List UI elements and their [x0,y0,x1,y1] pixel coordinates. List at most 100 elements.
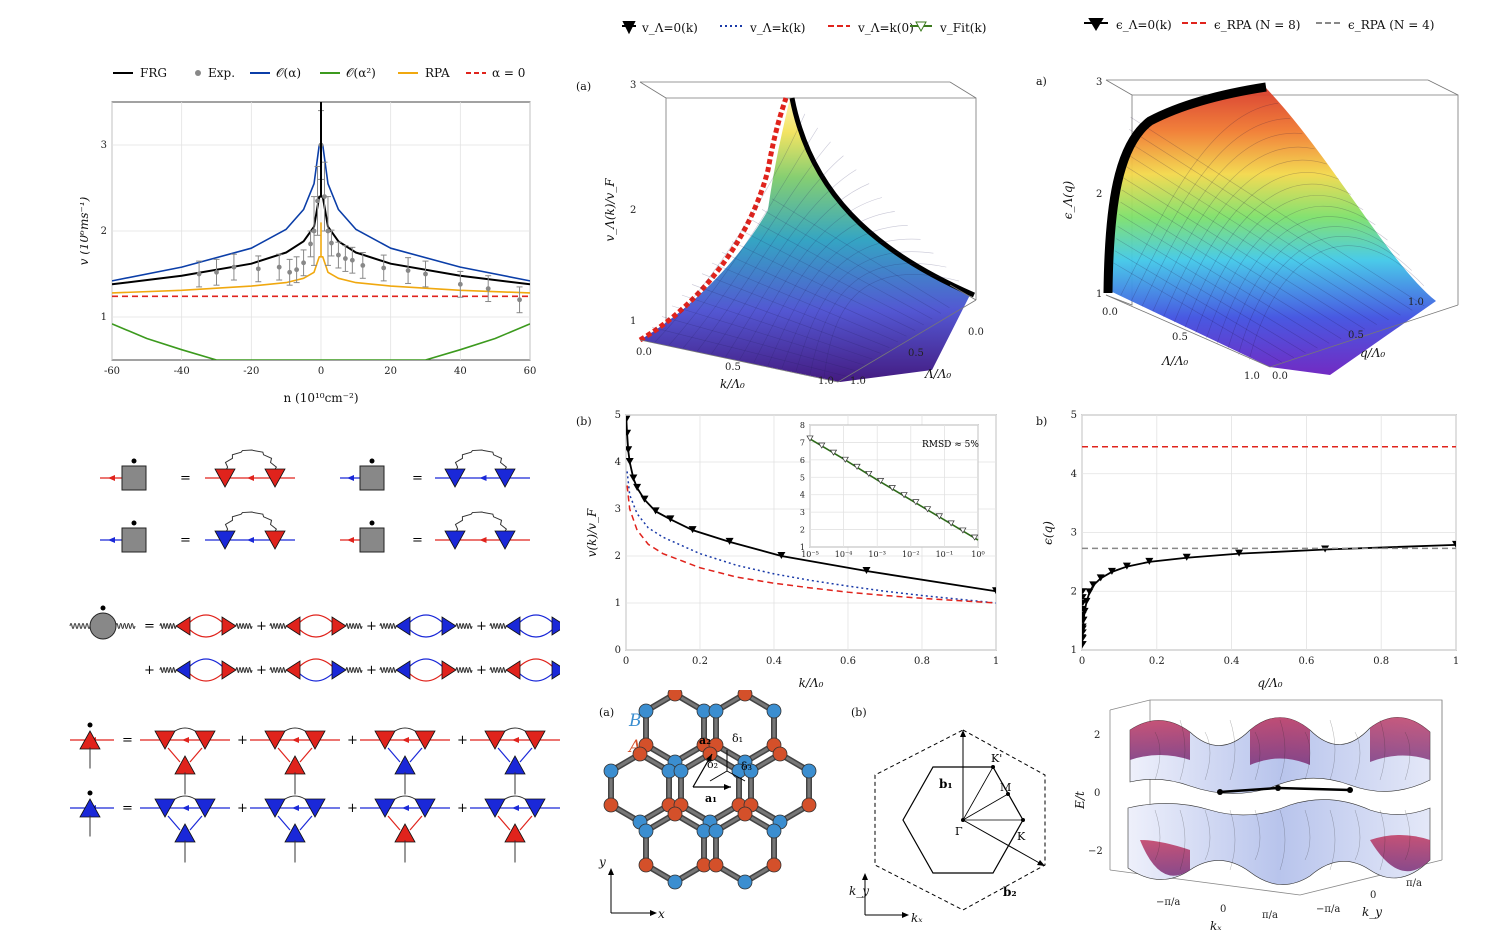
atom-a [603,797,619,813]
atom-a [737,806,753,822]
fermion-line [299,747,313,763]
frg-marker [640,495,649,503]
frg-marker [651,507,660,515]
equals-sign: = [122,733,133,748]
y-tick-label: 4 [800,491,805,500]
epsilon-surface-panel: ϵ_Λ=0(k) ϵ_RPA (N = 8) ϵ_RPA (N = 4) a) … [1030,5,1500,395]
y-tick-label: 3 [800,508,805,517]
x-tick-label: 10⁰ [971,550,984,559]
photon-line [69,623,91,629]
atom-b [766,703,782,719]
fermion-arrow [182,805,189,811]
rpa-edge-curve [638,97,789,343]
photon-line [455,667,473,673]
exp-point [423,271,428,277]
inset-grid [809,424,979,548]
y-tick-label: 2 [800,526,805,535]
exp-point [485,286,491,292]
mesh-line [1114,250,1294,358]
fermion-line [497,747,511,763]
axis-x-label: x [658,907,665,921]
y-tick-label: 6 [800,456,805,465]
ky-tick-pi: π/a [1406,878,1422,889]
x-tick-label: 0.4 [1224,656,1240,667]
vertex-triangle [214,530,236,550]
x-axis-label: k/Λ₀ [799,676,824,690]
fermion-arrow [402,737,409,743]
fermion-arrow [479,537,487,543]
x-tick-label: 60 [524,366,537,377]
loop-upper [515,658,557,671]
legend-eps-frg: ϵ_Λ=0(k) [1116,18,1172,32]
mesh-line [731,241,916,331]
surface-fill [1108,88,1436,375]
y-tick-1: 1.0 [850,376,866,387]
vertex-triangle [414,730,436,750]
x-axis-label: Λ/Λ₀ [1161,354,1188,368]
y-axis-label: ϵ(q) [1041,521,1055,545]
y-tick-label: 0 [615,645,621,656]
kx-tick-pi: π/a [1262,910,1278,921]
x-tick-0: 0.0 [1102,307,1118,318]
vector-d1-label: δ₁ [732,732,743,745]
photon-line [489,667,507,673]
legend-vlambda0: v_Λ=0(k) [641,21,698,35]
mesh-line [1229,719,1236,781]
fermion-line [387,815,401,831]
y-tick-label: 8 [800,421,805,430]
vertex-triangle [505,616,521,636]
fermion-arrow [347,537,354,543]
z-tick-3: 3 [630,80,636,91]
loop-upper [405,614,447,627]
inset-axes: 10⁻⁵ 10⁻⁴ 10⁻³ 10⁻² 10⁻¹ 10⁰ 1 2 3 4 5 6 7 8 [800,421,985,559]
mesh-line [696,155,844,353]
x-tick-label: 0 [1079,656,1085,667]
fermion-line [299,815,313,831]
photon-arc [454,511,508,535]
exp-point [360,263,366,268]
mesh-line [701,273,890,348]
fit-marker [900,492,908,499]
eps-marker [1082,617,1087,624]
vertex-triangle [284,823,306,843]
loop-upper [295,658,337,671]
plus-sign: + [347,733,358,748]
exp-point [381,265,387,271]
photon-arc [224,449,278,473]
vertex-triangle [444,530,466,550]
fermion-arrow [512,737,519,743]
fit-marker [971,534,979,541]
brillouin-svg: (b) b₁ b₂ K' M K Γ kₓ k_y [849,706,1046,925]
fermion-line [519,815,533,831]
fermion-arrow [247,475,254,481]
vertex-triangle [264,730,286,750]
z-tick-1: 1 [1096,289,1102,300]
x-tick-label: 1 [993,656,999,667]
vertex-triangle [441,616,457,636]
derivative-dot [369,520,375,526]
photon-line [159,667,177,673]
x-axis-label: k/Λ₀ [720,377,745,391]
velocity-surface-svg: v_Λ=0(k) v_Λ=k(k) v_Λ=k(0) v_Fit(k) (a) … [576,21,986,391]
eps-marker [1082,588,1087,595]
eps-marker [1082,597,1091,605]
y-axis-label: Λ/Λ₀ [924,367,951,381]
z-axis-label: E/t [1073,791,1087,810]
series-group [626,415,996,604]
vertex-triangle [484,798,506,818]
ky-tick-0: 0 [1370,890,1376,901]
vertex-triangle [504,823,526,843]
exp-point [405,268,411,273]
atom-a [766,857,782,873]
fit-marker [935,513,943,520]
mesh-line [1130,116,1425,306]
atom-a [772,746,788,762]
x-tick-label: 10⁻¹ [936,550,954,559]
mesh-line [1379,719,1386,781]
atom-b [673,763,689,779]
k-point-label: K [1017,830,1026,843]
photon-line [489,623,507,629]
epsilon-q-chart: b) 0 0.2 0.4 0.6 0.8 1 1 2 3 4 5 q/Λ₀ ϵ(q) [1036,410,1459,690]
y-tick-05: 0.5 [1348,330,1364,341]
ky-tick-mpi: −π/a [1316,904,1340,915]
